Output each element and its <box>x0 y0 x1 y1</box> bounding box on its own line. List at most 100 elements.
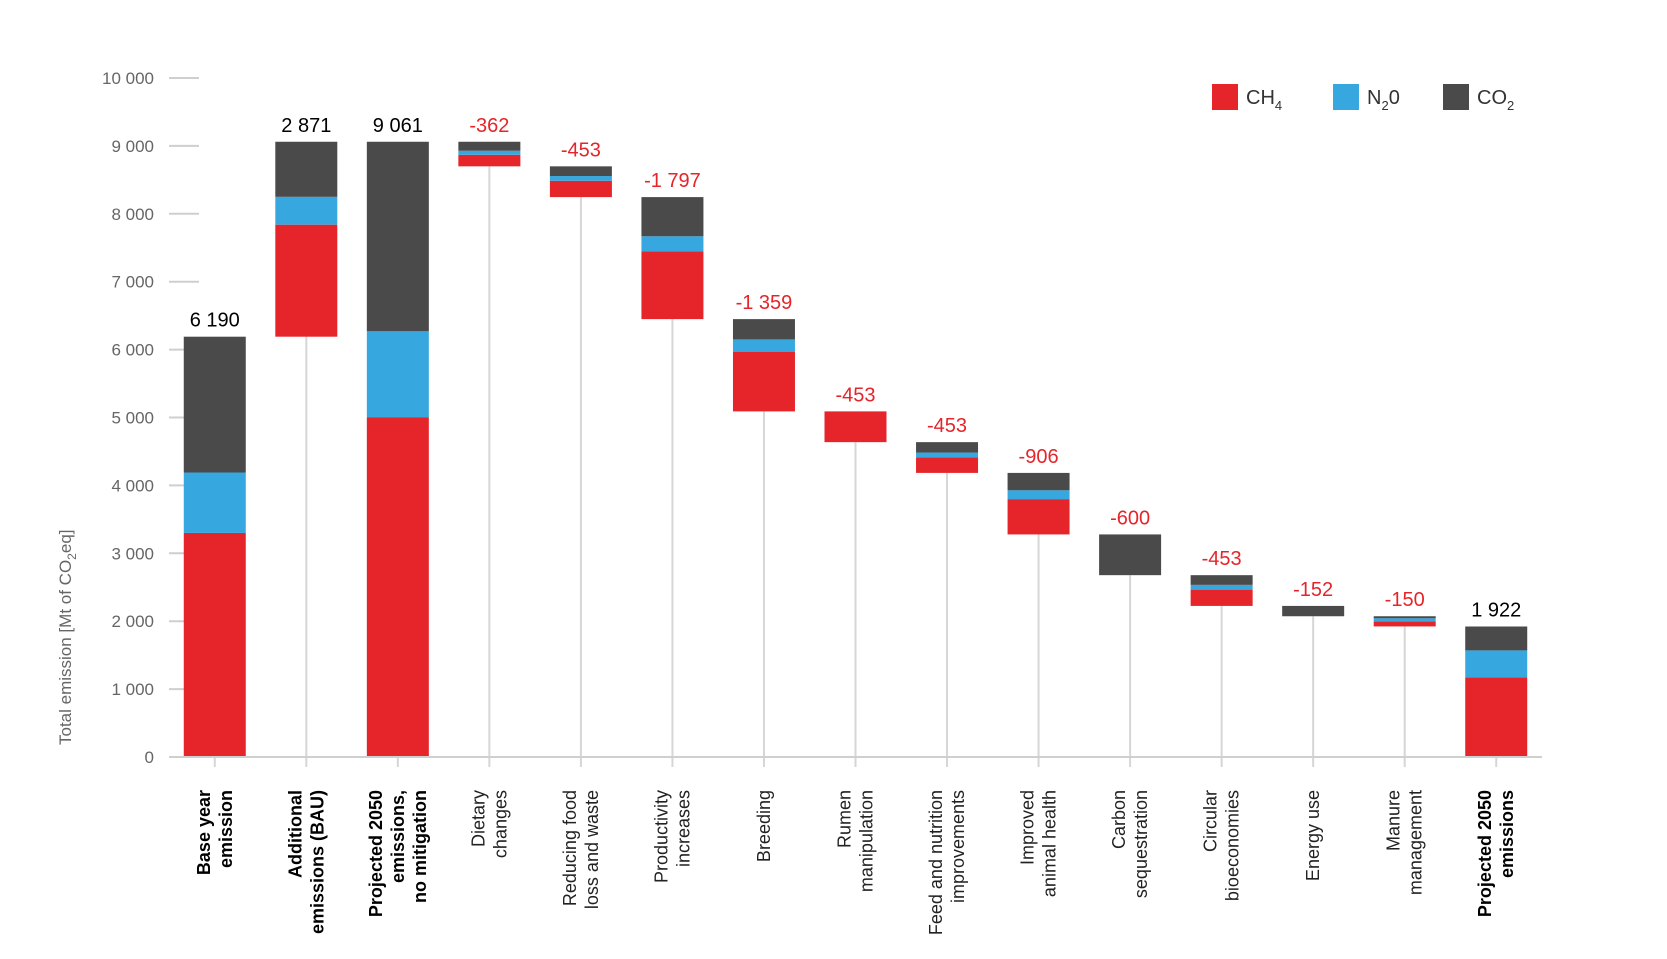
y-tick-label: 0 <box>145 748 154 767</box>
bar-segment-co2 <box>1282 605 1345 617</box>
bar-segment-co2 <box>732 319 795 340</box>
legend-label: N20 <box>1367 87 1400 113</box>
x-tick-label-line: improvements <box>948 790 968 903</box>
x-tick-label-line: Reducing food <box>560 790 580 906</box>
value-labels: 6 190 2 871 9 061 -362 -453 -1 797 -1 359 -453 -… <box>190 115 1522 622</box>
data-label: 1 922 <box>1471 599 1521 621</box>
y-axis-title-part: eq] <box>56 530 75 554</box>
x-tick-label-line: Manure <box>1384 790 1404 851</box>
bar-segment-n2o <box>1373 618 1436 622</box>
bar-segment-n2o <box>1007 490 1070 500</box>
bar-segment-n2o <box>641 236 704 252</box>
x-tick-label: Manure management <box>1384 790 1426 895</box>
x-tick-label: Dietary changes <box>468 790 510 858</box>
x-tick-label-line: sequestration <box>1131 790 1151 898</box>
x-tick-label-line: Additional <box>285 790 305 878</box>
data-label: -453 <box>561 139 601 161</box>
bars <box>183 141 1528 757</box>
bar-segment-ch4 <box>366 417 429 757</box>
data-label: -362 <box>469 115 509 137</box>
data-label: -906 <box>1019 446 1059 468</box>
legend-entry: CO2 <box>1443 84 1514 113</box>
data-label: -453 <box>1202 548 1242 570</box>
x-tick-label-line: emissions (BAU) <box>307 790 327 934</box>
connector-lines <box>213 166 1498 767</box>
y-tick-label: 1 000 <box>111 680 154 699</box>
bar-segment-co2 <box>1099 534 1162 576</box>
bar-segment-co2 <box>275 141 338 197</box>
bar-segment-ch4 <box>1373 621 1436 627</box>
x-tick-label-line: Projected 2050 <box>366 790 386 917</box>
data-label: -453 <box>927 415 967 437</box>
x-tick-label-line: Dietary <box>468 790 488 847</box>
y-tick-label: 6 000 <box>111 341 154 360</box>
bar-segment-n2o <box>1465 650 1528 678</box>
bar-segment-n2o <box>458 150 521 155</box>
bar-segment-ch4 <box>1190 589 1253 606</box>
y-axis-title: Total emission [Mt of CO2eq] <box>56 530 79 746</box>
x-tick-label-line: Productivity <box>651 790 671 883</box>
bar-segment-n2o <box>183 472 246 533</box>
legend-swatch <box>1212 84 1238 110</box>
y-tick-label: 2 000 <box>111 612 154 631</box>
legend-swatch <box>1443 84 1469 110</box>
x-tick-label-line: Improved <box>1018 790 1038 865</box>
bar-segment-n2o <box>732 339 795 352</box>
x-tick-label-line: Feed and nutrition <box>926 790 946 935</box>
data-label: -600 <box>1110 507 1150 529</box>
legend-label-main: CO <box>1477 87 1507 109</box>
legend-swatch <box>1333 84 1359 110</box>
legend-label-sub: 2 <box>1507 98 1514 113</box>
x-tick-label-line: Energy use <box>1303 790 1323 881</box>
bar-segment-co2 <box>916 442 979 453</box>
x-tick-label: Productivity increases <box>651 790 693 883</box>
y-tick-label: 8 000 <box>111 205 154 224</box>
legend-label-main: N <box>1367 87 1381 109</box>
x-tick-label: Circular bioeconomies <box>1201 790 1243 901</box>
x-tick-label-line: loss and waste <box>582 790 602 909</box>
x-tick-label-line: no mitigation <box>410 790 430 903</box>
y-gridlines: 0 1 000 2 000 3 000 4 000 5 000 6 000 7 000 8 00… <box>102 69 199 767</box>
bar-segment-n2o <box>1190 584 1253 590</box>
legend-label-sub: 4 <box>1275 98 1282 113</box>
bar-segment-ch4 <box>732 351 795 412</box>
y-tick-label: 7 000 <box>111 273 154 292</box>
x-tick-label-line: animal health <box>1040 790 1060 897</box>
legend-entry: N20 <box>1333 84 1400 113</box>
data-label: 2 871 <box>281 115 331 137</box>
x-tick-label-line: management <box>1406 790 1426 895</box>
bar-segment-ch4 <box>1007 499 1070 535</box>
x-tick-label-line: emissions, <box>388 790 408 883</box>
y-tick-label: 10 000 <box>102 69 154 88</box>
bar-segment-ch4 <box>641 251 704 320</box>
bar-segment-n2o <box>916 452 979 458</box>
bar-segment-n2o <box>275 196 338 225</box>
x-tick-label: Energy use <box>1303 790 1323 881</box>
y-tick-label: 5 000 <box>111 409 154 428</box>
bar-segment-ch4 <box>275 224 338 337</box>
y-axis-title-sub: 2 <box>65 553 79 560</box>
y-axis-title-part: Total emission [Mt of CO <box>56 560 75 745</box>
legend-label: CH4 <box>1246 87 1282 113</box>
data-label: -453 <box>835 384 875 406</box>
bar-segment-co2 <box>1373 616 1436 619</box>
bar-segment-ch4 <box>549 180 612 198</box>
bar-segment-co2 <box>1007 472 1070 491</box>
x-tick-label-line: bioeconomies <box>1223 790 1243 901</box>
x-tick-label-line: Projected 2050 <box>1475 790 1495 917</box>
bar-segment-ch4 <box>183 532 246 757</box>
legend-label-main: CH <box>1246 87 1275 109</box>
bar-segment-ch4 <box>458 154 521 167</box>
x-tick-label: Base year emission <box>194 790 236 875</box>
legend-label-tail: 0 <box>1389 87 1400 109</box>
x-tick-label: Projected 2050 emissions, no mitigation <box>366 790 430 917</box>
data-label: 6 190 <box>190 310 240 332</box>
data-label: -1 359 <box>736 292 793 314</box>
bar-segment-co2 <box>1465 626 1528 651</box>
bar-segment-ch4 <box>1465 677 1528 757</box>
x-tick-label-line: increases <box>673 790 693 867</box>
x-tick-label-line: Base year <box>194 790 214 875</box>
y-tick-label: 4 000 <box>111 476 154 495</box>
legend-label: CO2 <box>1477 87 1514 113</box>
bar-segment-co2 <box>1190 575 1253 585</box>
